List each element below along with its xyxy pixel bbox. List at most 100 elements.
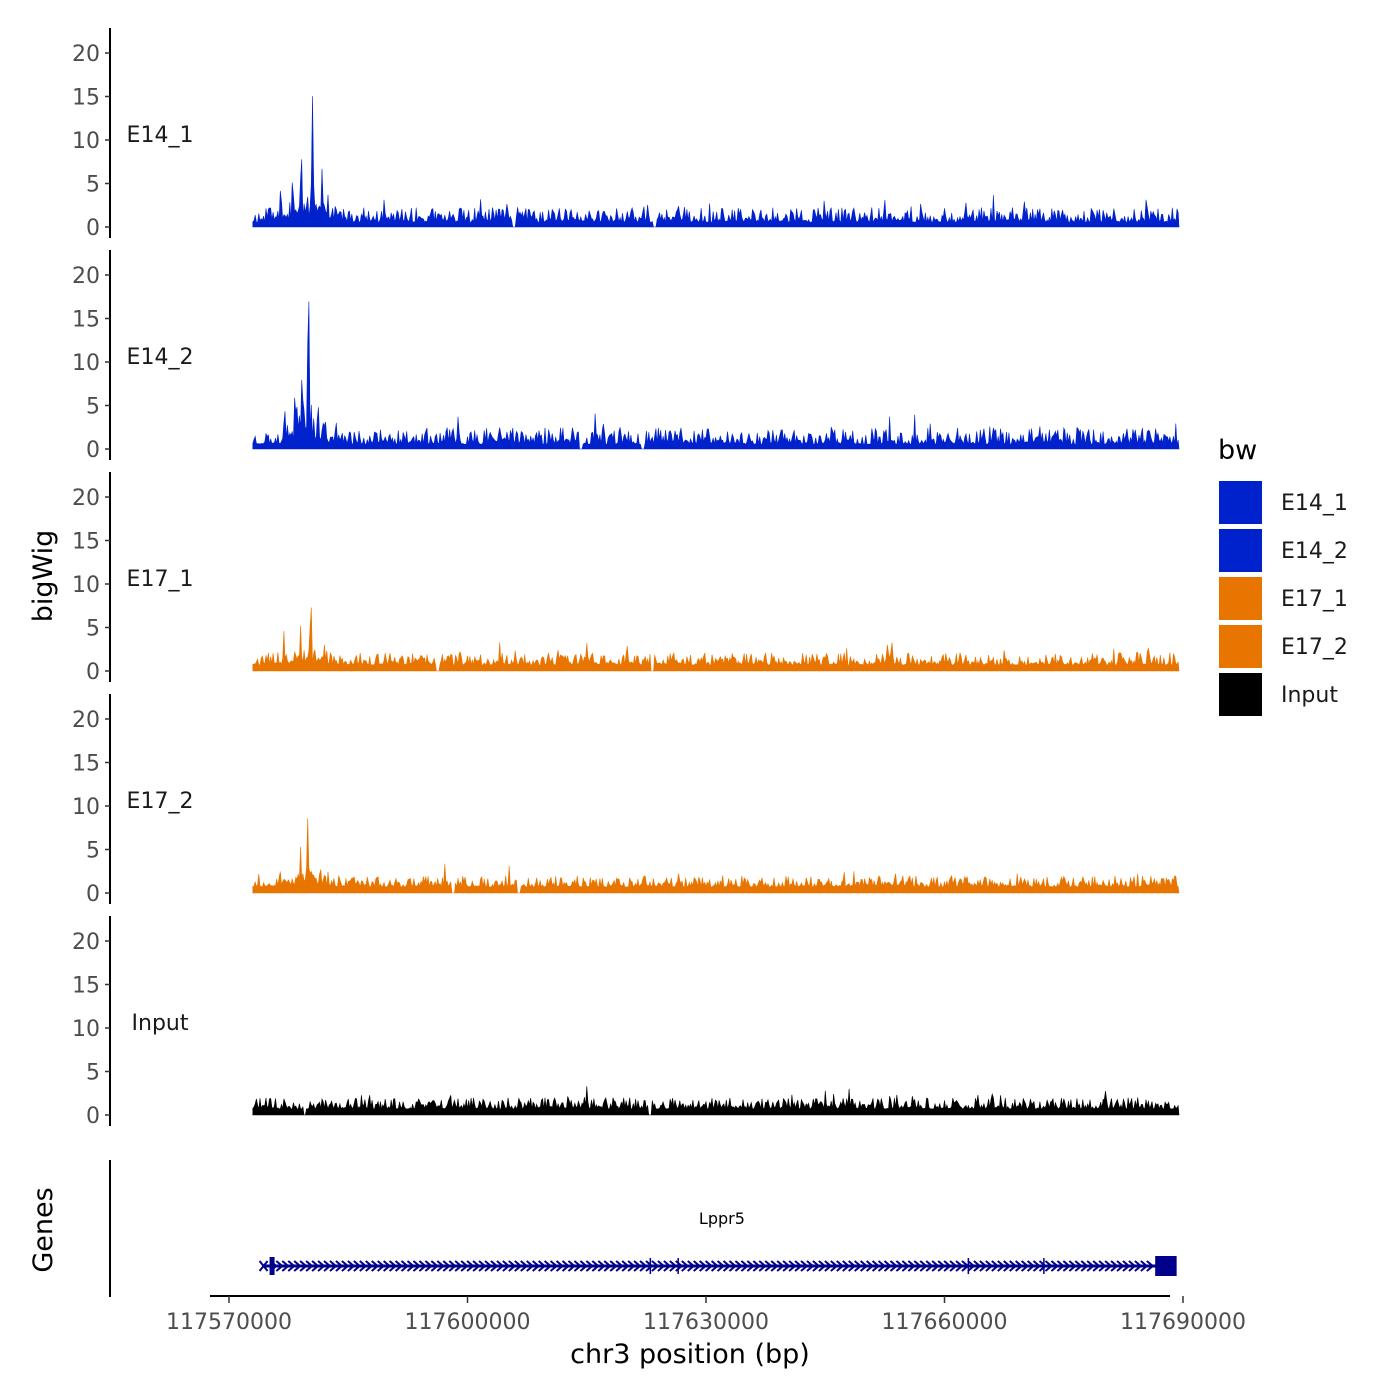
strand-arrow: [430, 1260, 439, 1272]
strand-arrow: [567, 1260, 577, 1272]
strand-arrow: [371, 1260, 380, 1272]
legend-label: E14_1: [1281, 491, 1348, 516]
strand-arrow: [317, 1260, 326, 1272]
strand-arrow: [299, 1260, 308, 1272]
strand-arrow: [454, 1260, 463, 1272]
signal-area: [252, 96, 1180, 228]
strand-arrow: [627, 1260, 636, 1272]
strand-arrow: [472, 1260, 481, 1272]
strand-arrow: [1122, 1260, 1131, 1272]
y-tick-label: 5: [86, 1061, 100, 1086]
strand-arrow: [275, 1260, 284, 1272]
strand-arrow: [788, 1260, 797, 1272]
strand-arrow: [770, 1260, 779, 1272]
legend-swatch-e17-2: [1217, 623, 1264, 670]
strand-arrow: [740, 1260, 749, 1272]
strand-arrow: [997, 1260, 1006, 1272]
strand-arrow: [484, 1260, 493, 1272]
strand-arrow: [281, 1260, 290, 1272]
y-tick-label: 15: [72, 752, 100, 777]
strand-arrow: [794, 1260, 803, 1272]
gene-exon-start: [269, 1257, 275, 1275]
y-tick-label: 20: [72, 486, 100, 511]
y-tick-label: 0: [86, 216, 100, 241]
strand-arrow: [293, 1260, 302, 1272]
strand-arrow: [353, 1260, 362, 1272]
strand-arrow: [687, 1260, 696, 1272]
strand-arrow: [925, 1260, 934, 1272]
strand-arrow: [490, 1260, 499, 1272]
strand-arrow: [287, 1260, 296, 1272]
y-tick-label: 10: [72, 1017, 100, 1042]
signal-area: [252, 818, 1180, 894]
strand-arrow: [943, 1260, 952, 1272]
strand-arrow: [1038, 1260, 1048, 1272]
strand-arrow: [722, 1260, 732, 1272]
strand-arrow: [973, 1260, 982, 1272]
strand-arrow: [329, 1260, 338, 1272]
strand-arrow: [1026, 1260, 1036, 1272]
x-tick-label: 117660000: [882, 1310, 1008, 1335]
legend-label: Input: [1281, 683, 1338, 708]
strand-arrow: [967, 1260, 976, 1272]
track-label: E17_1: [127, 567, 194, 592]
signal-area: [252, 607, 1180, 672]
strand-arrow: [871, 1260, 881, 1272]
strand-arrow: [913, 1260, 922, 1272]
strand-arrow: [1062, 1260, 1071, 1272]
strand-arrow: [1056, 1260, 1065, 1272]
legend-label: E17_1: [1281, 587, 1348, 612]
strand-arrow: [1134, 1260, 1143, 1272]
strand-arrow: [806, 1260, 815, 1272]
strand-arrow: [424, 1260, 433, 1272]
strand-arrow: [597, 1260, 606, 1272]
strand-arrow: [418, 1260, 427, 1272]
strand-arrow: [859, 1260, 869, 1272]
strand-arrow: [537, 1260, 547, 1272]
strand-arrow: [1020, 1260, 1030, 1272]
strand-arrow: [710, 1260, 720, 1272]
gene-name-label: Lppr5: [699, 1209, 745, 1228]
strand-arrow: [848, 1260, 857, 1272]
strand-arrow: [1014, 1260, 1024, 1272]
track-label: E14_1: [127, 123, 194, 148]
strand-arrow: [877, 1260, 887, 1272]
strand-arrow: [1092, 1260, 1101, 1272]
strand-arrow: [830, 1260, 839, 1272]
strand-arrow: [323, 1260, 332, 1272]
strand-arrow: [782, 1260, 791, 1272]
strand-arrow: [335, 1260, 344, 1272]
track-e14-2: 0 5 10 15 20 E14_2: [72, 250, 1180, 463]
strand-arrow: [1003, 1260, 1012, 1272]
strand-arrow: [865, 1260, 875, 1272]
strand-arrow: [412, 1260, 421, 1272]
strand-arrow: [919, 1260, 928, 1272]
strand-arrow: [800, 1260, 809, 1272]
y-axis-title: bigWig: [28, 530, 59, 623]
strand-arrow: [734, 1260, 743, 1272]
x-axis-title: chr3 position (bp): [570, 1339, 810, 1370]
strand-arrow: [615, 1260, 624, 1272]
strand-arrow: [1086, 1260, 1095, 1272]
track-label: E14_2: [127, 345, 194, 370]
legend-label: E17_2: [1281, 635, 1348, 660]
y-tick-label: 15: [72, 308, 100, 333]
strand-arrow: [663, 1260, 672, 1272]
legend-title: bw: [1218, 435, 1257, 466]
strand-arrow: [812, 1260, 821, 1272]
strand-arrow: [889, 1260, 898, 1272]
strand-arrow: [818, 1260, 827, 1272]
x-axis: 117570000 117600000 117630000 117660000 1176…: [166, 1295, 1246, 1335]
legend-swatch-e17-1: [1217, 575, 1264, 622]
strand-arrow: [991, 1260, 1000, 1272]
y-tick-label: 10: [72, 129, 100, 154]
strand-arrow: [1128, 1260, 1137, 1272]
strand-arrow: [448, 1260, 457, 1272]
strand-arrow: [478, 1260, 487, 1272]
strand-arrow: [669, 1260, 678, 1272]
strand-arrow: [365, 1260, 374, 1272]
strand-arrow: [704, 1260, 714, 1272]
strand-arrow: [895, 1260, 904, 1272]
y-tick-label: 0: [86, 1104, 100, 1129]
strand-arrow: [394, 1260, 404, 1272]
